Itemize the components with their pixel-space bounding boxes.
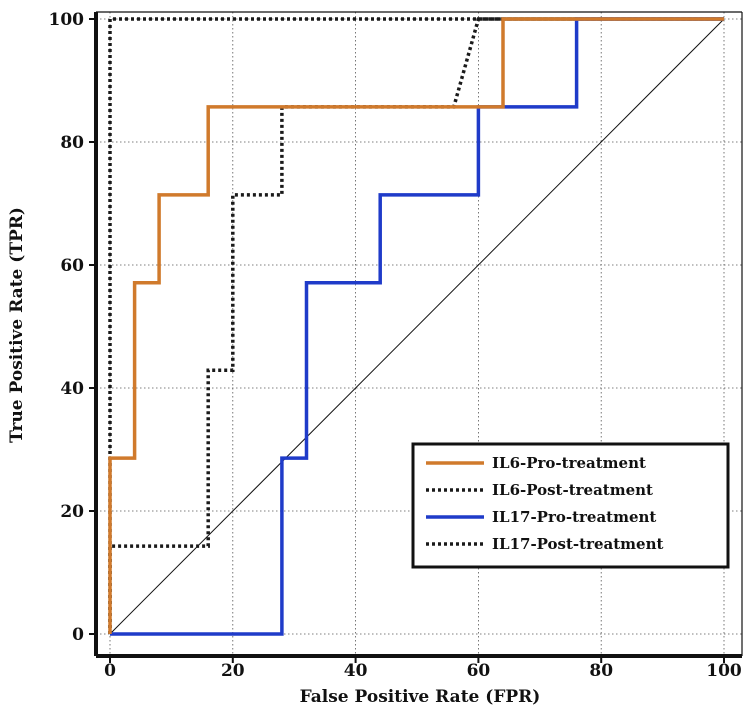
series-lines: [108, 17, 724, 636]
legend-box: [411, 442, 730, 569]
legend-label-il17-pro-treatment: IL17-Pro-treatment: [492, 508, 656, 526]
y-tick-label-40: 40: [60, 379, 84, 399]
x-tick-label-40: 40: [344, 661, 368, 681]
y-tick-label-60: 60: [60, 256, 84, 276]
legend-label-il17-post-treatment: IL17-Post-treatment: [492, 535, 663, 553]
legend: IL6-Pro-treatment IL6-Post-treatment IL17-…: [411, 442, 730, 569]
y-axis-title: True Positive Rate (TPR): [7, 207, 27, 443]
y-tick-label-0: 0: [72, 625, 84, 645]
y-tick-label-80: 80: [60, 133, 84, 153]
legend-label-il6-pro-treatment: IL6-Pro-treatment: [492, 454, 646, 472]
tick-labels: 0 20 40 60 80 100 0 20 40 60 80 100: [49, 10, 742, 681]
y-tick-label-100: 100: [49, 10, 85, 30]
x-axis-title: False Positive Rate (FPR): [300, 687, 541, 707]
x-tick-label-60: 60: [467, 661, 491, 681]
reference-diagonal: [109, 18, 725, 635]
axes: [89, 11, 743, 663]
x-tick-label-80: 80: [589, 661, 613, 681]
x-tick-label-0: 0: [104, 661, 116, 681]
series-line-il17-pro-treatment: [110, 17, 724, 636]
series-line-il6-pro-treatment: [108, 17, 724, 634]
y-tick-label-20: 20: [60, 502, 84, 522]
legend-label-il6-post-treatment: IL6-Post-treatment: [492, 481, 653, 499]
series-line-il17-post-treatment: [108, 17, 724, 634]
series-line-reference: [109, 18, 725, 635]
x-tick-label-100: 100: [706, 661, 742, 681]
x-tick-label-20: 20: [221, 661, 245, 681]
